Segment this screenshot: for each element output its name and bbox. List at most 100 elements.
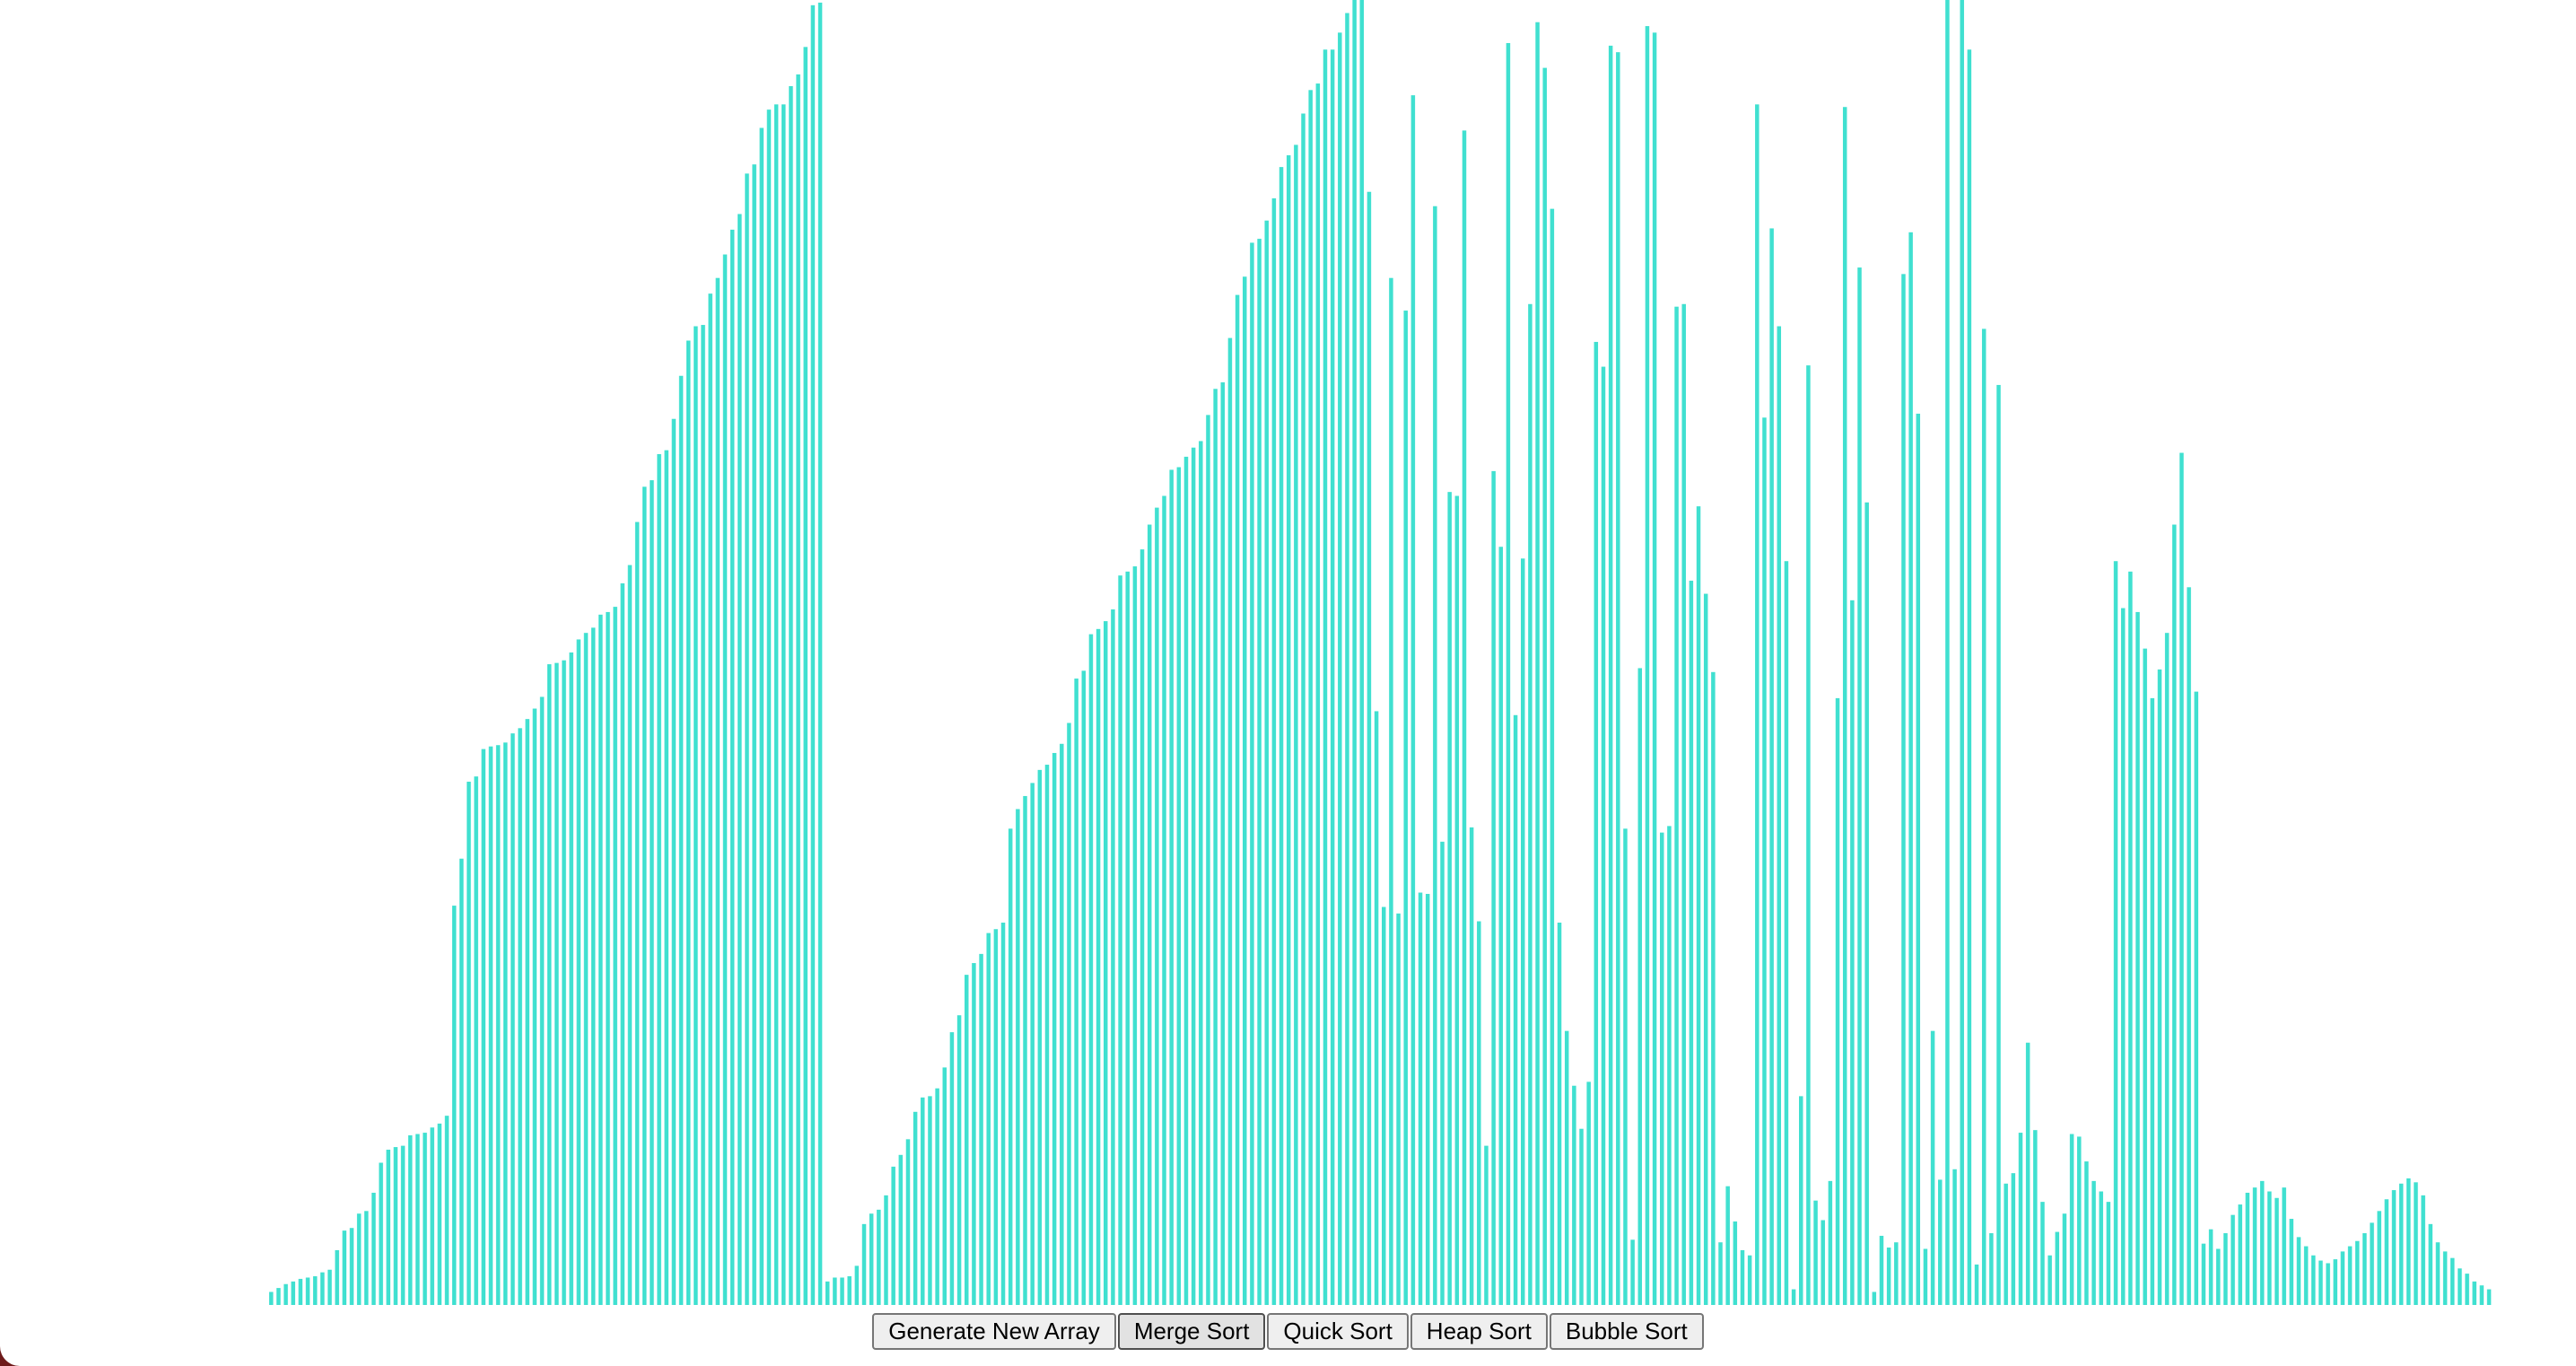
array-bar: [2377, 1211, 2381, 1305]
array-bar: [2275, 1197, 2279, 1305]
array-bar: [1637, 668, 1643, 1305]
array-bar: [1718, 1242, 1723, 1305]
bubble-sort-button[interactable]: Bubble Sort: [1549, 1313, 1704, 1350]
array-bar: [1630, 1239, 1635, 1305]
heap-sort-button[interactable]: Heap Sort: [1410, 1313, 1548, 1350]
array-bar: [2187, 587, 2191, 1305]
array-bar: [269, 1292, 274, 1305]
array-bar: [2135, 611, 2140, 1305]
array-bar: [511, 733, 515, 1305]
array-bar: [437, 1123, 442, 1305]
array-bar: [905, 1139, 911, 1305]
array-bar: [2406, 1178, 2411, 1305]
array-bar: [1037, 769, 1043, 1305]
array-bar: [1857, 267, 1862, 1305]
array-bar: [2238, 1204, 2242, 1305]
array-bar: [1498, 547, 1504, 1305]
array-bar: [1410, 95, 1416, 1305]
array-bar: [1616, 52, 1620, 1305]
array-bar: [1703, 593, 1708, 1305]
array-bar: [335, 1249, 339, 1305]
array-bar: [1813, 1200, 1818, 1305]
array-bar: [2004, 1183, 2008, 1305]
array-bar: [773, 104, 779, 1305]
array-bar: [657, 453, 661, 1305]
array-bar: [554, 662, 559, 1305]
array-bar: [481, 749, 486, 1305]
array-bar: [1338, 32, 1342, 1305]
array-bar: [1952, 1169, 1957, 1305]
array-bar: [745, 173, 749, 1305]
array-bars-container: [269, 0, 2494, 1305]
array-bar: [671, 418, 677, 1305]
array-bar: [451, 906, 457, 1305]
array-bar: [803, 47, 808, 1305]
array-bar: [2040, 1202, 2045, 1305]
array-bar: [349, 1228, 354, 1305]
array-bar: [2296, 1237, 2301, 1305]
array-bar: [1930, 1030, 1935, 1305]
array-bar: [1235, 294, 1240, 1305]
array-bar: [2289, 1219, 2294, 1305]
array-bar: [2333, 1259, 2338, 1305]
array-bar: [1345, 13, 1349, 1305]
array-bar: [642, 486, 647, 1305]
array-bar: [1894, 1242, 1899, 1305]
array-bar: [1623, 828, 1628, 1305]
array-bar: [1096, 628, 1101, 1305]
array-bar: [1667, 826, 1672, 1305]
array-bar: [1960, 0, 1964, 1305]
array-bar: [1484, 1145, 1489, 1305]
array-bar: [1850, 600, 1855, 1305]
array-bar: [495, 745, 501, 1305]
array-bar: [1806, 365, 1811, 1305]
array-bar: [2172, 524, 2177, 1305]
array-bar: [1433, 206, 1437, 1305]
array-bar: [1147, 524, 1152, 1305]
array-bar: [2421, 1195, 2425, 1305]
array-bar: [1271, 198, 1277, 1305]
quick-sort-button[interactable]: Quick Sort: [1267, 1313, 1409, 1350]
controls-bar: Generate New Array Merge Sort Quick Sort He…: [0, 1313, 2576, 1350]
array-bar: [1842, 107, 1847, 1305]
array-bar: [1132, 566, 1138, 1305]
array-bar: [1740, 1249, 1745, 1305]
array-bar: [1403, 311, 1408, 1305]
array-bar: [1118, 575, 1122, 1305]
array-bar: [854, 1265, 860, 1305]
array-bar: [1052, 752, 1057, 1305]
array-bar: [1550, 208, 1555, 1305]
array-bar: [979, 953, 983, 1305]
array-bar: [2311, 1255, 2316, 1305]
array-bar: [590, 627, 596, 1305]
array-bar: [1447, 492, 1452, 1305]
array-bar: [972, 963, 976, 1305]
array-bar: [1791, 1289, 1796, 1305]
array-bar: [1528, 303, 1533, 1305]
array-bar: [993, 929, 999, 1305]
array-bar: [1008, 828, 1013, 1305]
array-bar: [364, 1211, 369, 1305]
array-bar: [562, 660, 566, 1305]
array-bar: [474, 776, 478, 1305]
array-bar: [1564, 1030, 1569, 1305]
array-bar: [459, 858, 464, 1305]
array-bar: [2245, 1192, 2250, 1305]
array-bar: [1521, 558, 1525, 1305]
array-bar: [1023, 795, 1027, 1305]
array-bar: [1125, 571, 1130, 1305]
array-bar: [1506, 42, 1511, 1305]
array-bar: [393, 1147, 398, 1305]
array-bar: [701, 325, 705, 1305]
array-bar: [1491, 470, 1496, 1305]
array-bar: [715, 277, 720, 1305]
array-bar: [1016, 809, 1020, 1305]
array-bar: [598, 614, 603, 1305]
array-bar: [1462, 130, 1467, 1305]
generate-new-array-button[interactable]: Generate New Array: [872, 1313, 1116, 1350]
array-bar: [884, 1195, 888, 1305]
array-bar: [1886, 1248, 1891, 1305]
merge-sort-button[interactable]: Merge Sort: [1117, 1313, 1266, 1350]
array-bar: [606, 611, 610, 1305]
array-bar: [1923, 1248, 1928, 1305]
